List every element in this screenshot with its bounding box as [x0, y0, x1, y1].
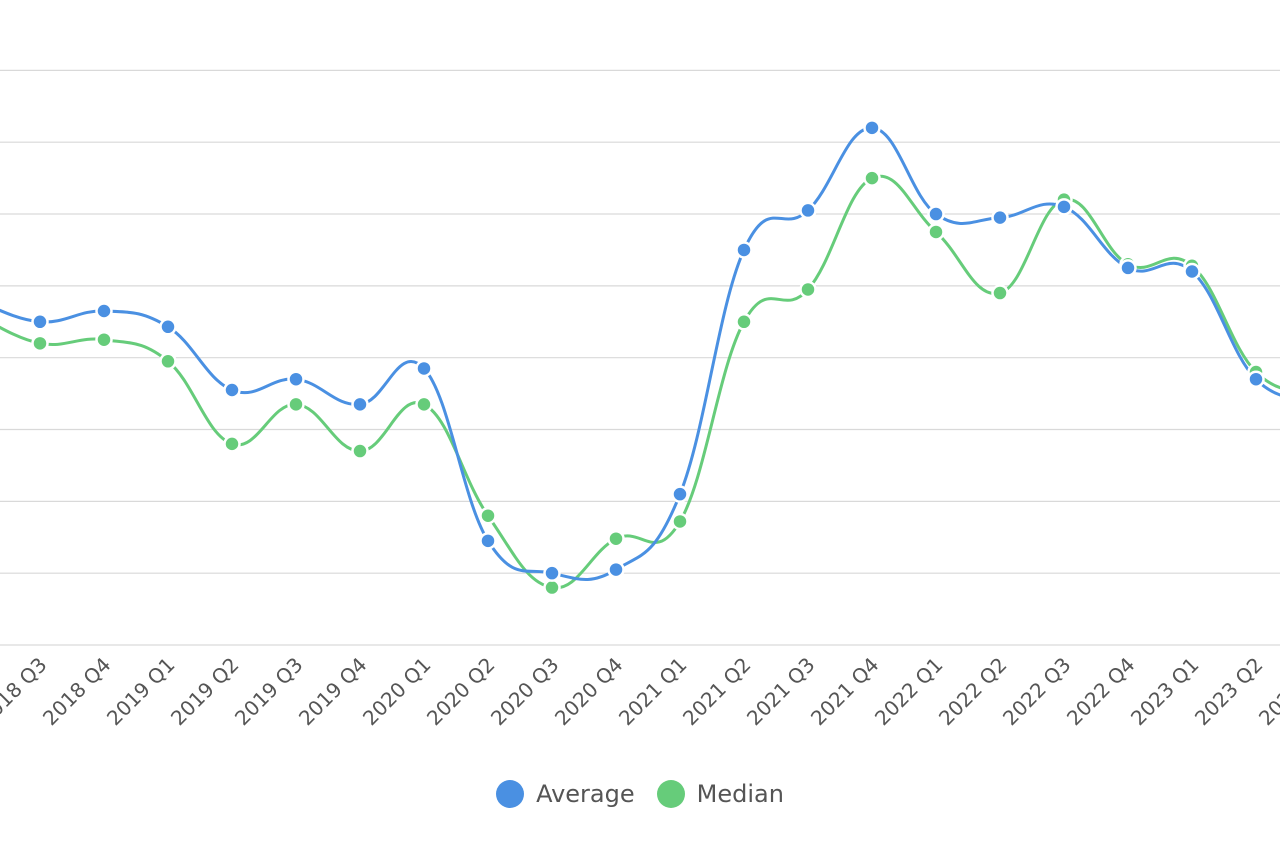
data-point-average-2023-q2[interactable]: [1247, 370, 1265, 388]
data-point-average-2022-q3[interactable]: [1055, 198, 1073, 216]
data-point-median-2018-q4[interactable]: [95, 330, 113, 349]
data-point-median-2019-q1[interactable]: [159, 352, 177, 371]
data-point-average-2021-q2[interactable]: [735, 241, 753, 259]
data-point-median-2019-q2[interactable]: [223, 435, 241, 453]
legend-label-median: Median: [696, 780, 784, 808]
data-point-average-2018-q4[interactable]: [95, 302, 113, 320]
data-point-median-2020-q4[interactable]: [607, 529, 625, 548]
x-tick-label-2020-q4: 2020 Q4: [550, 653, 628, 731]
data-point-average-2019-q2[interactable]: [223, 381, 241, 399]
data-point-median-2018-q3[interactable]: [31, 334, 49, 353]
data-point-median-2020-q3[interactable]: [543, 578, 561, 597]
x-tick-label-2018-q4: 2018 Q4: [38, 653, 116, 731]
data-point-average-2023-q1[interactable]: [1183, 262, 1201, 281]
data-point-average-2019-q4[interactable]: [351, 395, 369, 414]
data-point-median-2022-q2[interactable]: [991, 284, 1009, 302]
gridlines: [0, 69, 1280, 646]
x-tick-label-2020-q1: 2020 Q1: [358, 653, 436, 731]
data-point-median-2021-q1[interactable]: [671, 512, 689, 531]
data-point-median-2019-q3[interactable]: [287, 395, 305, 414]
data-point-average-2020-q2[interactable]: [479, 532, 497, 550]
data-point-median-2022-q1[interactable]: [927, 223, 945, 241]
x-tick-label-2019-q3: 2019 Q3: [230, 653, 308, 731]
data-point-average-2019-q3[interactable]: [287, 370, 305, 388]
x-tick-label-2021-q1: 2021 Q1: [614, 653, 692, 731]
data-point-average-2022-q1[interactable]: [927, 205, 945, 223]
series-points: [31, 119, 1265, 597]
x-tick-label-2021-q2: 2021 Q2: [678, 653, 756, 731]
legend-swatch-median: [656, 780, 685, 808]
legend-swatch-average: [496, 780, 525, 808]
x-tick-label-2022-q4: 2022 Q4: [1062, 653, 1140, 731]
data-point-average-2019-q1[interactable]: [159, 318, 177, 336]
series-line-median: [0, 174, 1280, 590]
x-tick-label-2019-q1: 2019 Q1: [102, 653, 180, 731]
x-tick-label-2021-q3: 2021 Q3: [742, 653, 820, 731]
data-point-average-2020-q4[interactable]: [607, 560, 625, 579]
data-point-median-2020-q2[interactable]: [479, 506, 497, 525]
x-tick-label-2023-q1: 2023 Q1: [1126, 653, 1204, 731]
legend: Average Median: [0, 780, 1280, 808]
x-tick-label-2021-q4: 2021 Q4: [806, 653, 884, 731]
data-point-average-2018-q3[interactable]: [31, 313, 49, 331]
legend-item-average[interactable]: Average: [496, 780, 635, 808]
x-tick-label-2020-q2: 2020 Q2: [422, 653, 500, 731]
data-point-average-2020-q1[interactable]: [415, 359, 433, 378]
x-tick-label-2022-q1: 2022 Q1: [870, 653, 948, 731]
series-line-average: [0, 126, 1280, 581]
data-point-median-2019-q4[interactable]: [351, 442, 369, 460]
data-point-median-2021-q2[interactable]: [735, 313, 753, 331]
x-tick-label-2020-q3: 2020 Q3: [486, 653, 564, 731]
data-point-average-2021-q1[interactable]: [671, 485, 689, 503]
data-point-median-2020-q1[interactable]: [415, 395, 433, 414]
data-point-average-2021-q4[interactable]: [863, 119, 881, 137]
data-point-median-2021-q4[interactable]: [863, 169, 881, 187]
data-point-average-2020-q3[interactable]: [543, 564, 561, 582]
x-tick-label-2019-q4: 2019 Q4: [294, 653, 372, 731]
x-tick-label-2019-q2: 2019 Q2: [166, 653, 244, 731]
data-point-average-2022-q2[interactable]: [991, 208, 1009, 227]
x-tick-label-2023-q2: 2023 Q2: [1190, 653, 1268, 731]
data-point-median-2021-q3[interactable]: [799, 280, 817, 299]
data-point-average-2021-q3[interactable]: [799, 201, 817, 220]
legend-item-median[interactable]: Median: [656, 780, 784, 808]
x-tick-label-2022-q3: 2022 Q3: [998, 653, 1076, 731]
x-tick-label-2022-q2: 2022 Q2: [934, 653, 1012, 731]
legend-label-average: Average: [536, 780, 635, 808]
data-point-average-2022-q4[interactable]: [1119, 259, 1137, 277]
